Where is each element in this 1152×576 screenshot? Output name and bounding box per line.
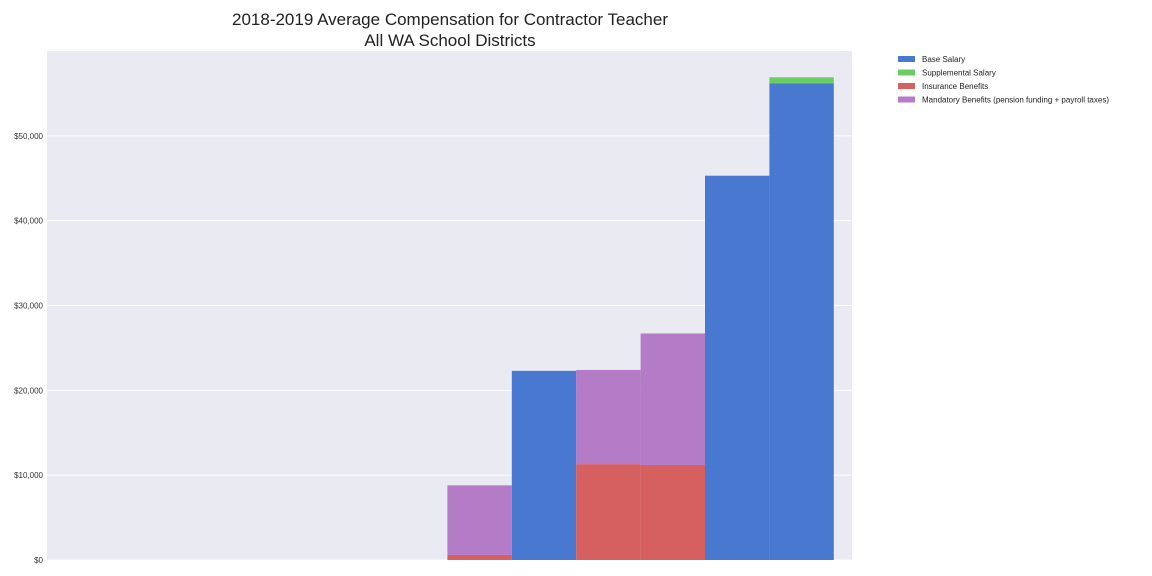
gridlines — [47, 135, 852, 561]
bar-segment-4-0 — [705, 175, 770, 560]
bars — [447, 77, 834, 560]
bar-segment-0-1 — [447, 485, 512, 555]
y-tick-label: $30,000 — [14, 302, 43, 311]
legend: Base Salary Supplemental Salary Insurance … — [898, 55, 1109, 105]
legend-label: Base Salary — [922, 55, 965, 64]
bar-segment-5-1 — [769, 77, 834, 84]
legend-label: Insurance Benefits — [922, 82, 988, 91]
legend-swatch — [898, 56, 915, 62]
legend-swatch — [898, 83, 915, 89]
bar-segment-5-0 — [769, 83, 834, 560]
y-tick-label: $40,000 — [14, 217, 43, 226]
chart-title: 2018-2019 Average Compensation for Contr… — [232, 10, 668, 29]
bar-segment-3-1 — [640, 333, 705, 465]
bar-segment-1-0 — [511, 370, 577, 560]
bar-segment-2-1 — [576, 369, 641, 465]
bar-segment-0-0 — [447, 554, 512, 560]
y-tick-label: $10,000 — [14, 471, 43, 480]
y-tick-label: $50,000 — [14, 132, 43, 141]
bar-segment-2-0 — [576, 464, 641, 560]
y-tick-label: $20,000 — [14, 386, 43, 395]
legend-swatch — [898, 96, 915, 103]
chart-subtitle: All WA School Districts — [364, 31, 535, 50]
legend-swatch — [898, 69, 915, 76]
y-tick-label: $0 — [34, 556, 43, 565]
legend-label: Supplemental Salary — [922, 69, 996, 78]
y-axis-ticks: $0 $10,000 $20,000 $30,000 $40,000 $50,000 — [14, 132, 43, 565]
legend-label: Mandatory Benefits (pension funding + pa… — [922, 96, 1109, 105]
bar-segment-3-0 — [640, 464, 705, 560]
